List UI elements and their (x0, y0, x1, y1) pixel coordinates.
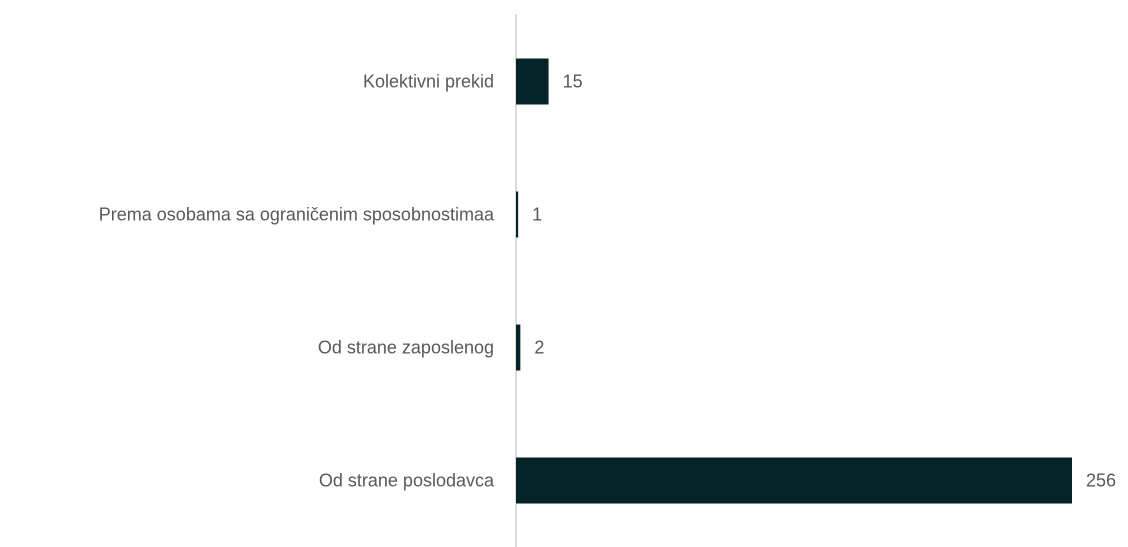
bar (516, 457, 1072, 504)
bar (516, 58, 549, 105)
bar (516, 324, 521, 371)
data-label: 1 (532, 204, 542, 224)
category-label: Kolektivni prekid (363, 71, 494, 91)
data-label: 256 (1086, 470, 1116, 490)
category-label: Prema osobama sa ograničenim sposobnosti… (99, 204, 495, 224)
data-label: 2 (534, 337, 544, 357)
category-label: Od strane zaposlenog (318, 337, 494, 357)
bar (516, 191, 519, 238)
data-label: 15 (563, 71, 583, 91)
category-label: Od strane poslodavca (319, 470, 495, 490)
